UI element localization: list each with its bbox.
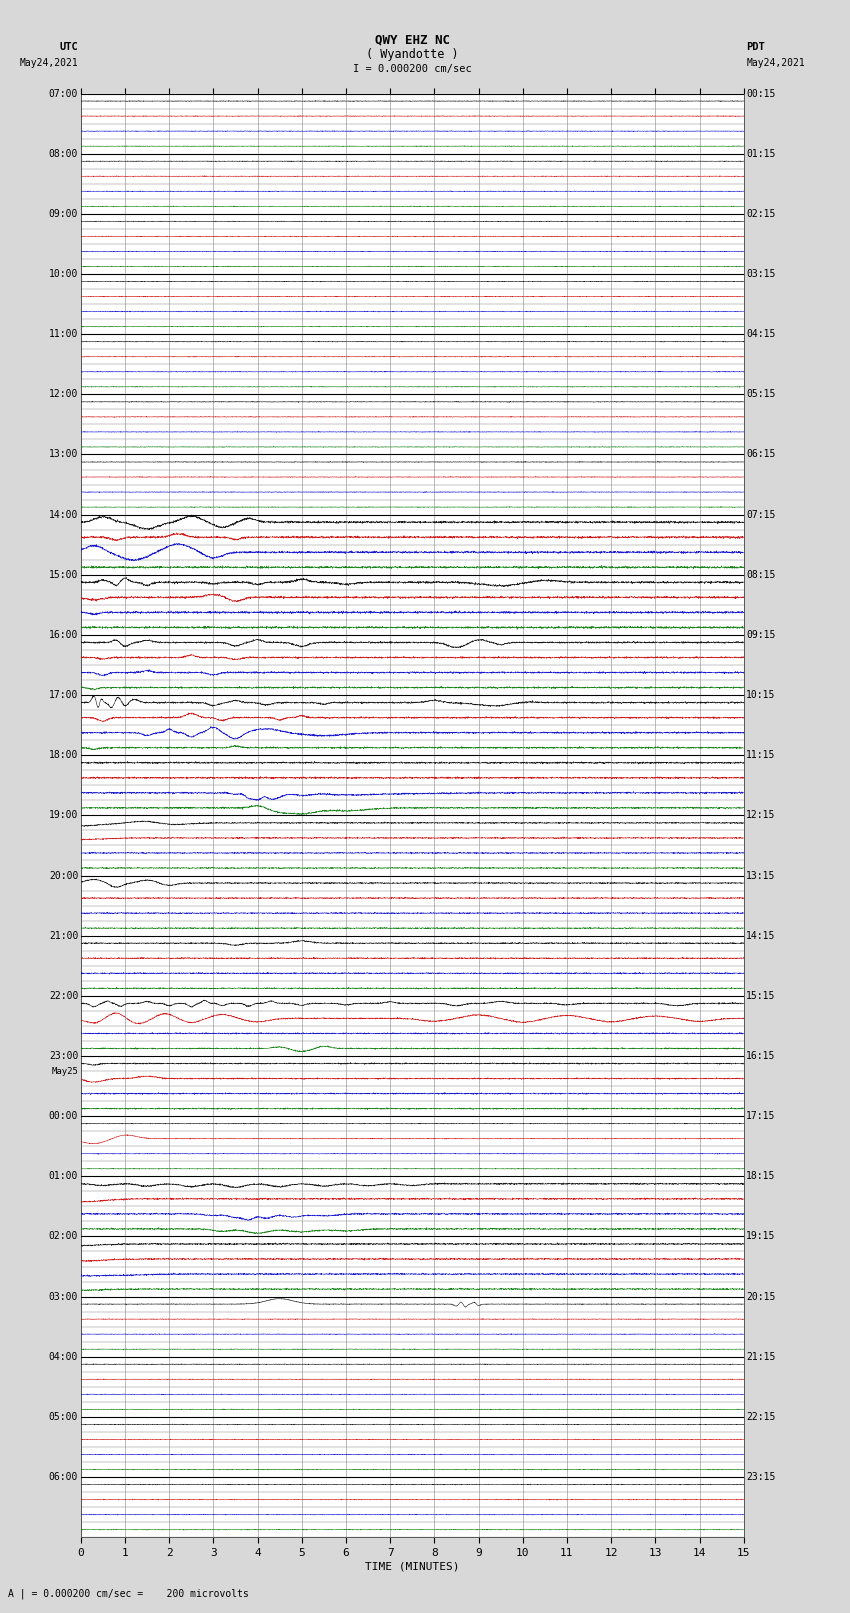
Text: 06:00: 06:00: [48, 1473, 78, 1482]
Text: 08:15: 08:15: [746, 569, 776, 579]
Text: A | = 0.000200 cm/sec =    200 microvolts: A | = 0.000200 cm/sec = 200 microvolts: [8, 1589, 249, 1598]
Text: 00:00: 00:00: [48, 1111, 78, 1121]
Text: May24,2021: May24,2021: [746, 58, 805, 68]
Text: 20:00: 20:00: [48, 871, 78, 881]
Text: 21:15: 21:15: [746, 1352, 776, 1361]
Text: 00:15: 00:15: [746, 89, 776, 98]
Text: 11:15: 11:15: [746, 750, 776, 760]
Text: 14:15: 14:15: [746, 931, 776, 940]
Text: 10:15: 10:15: [746, 690, 776, 700]
Text: 01:00: 01:00: [48, 1171, 78, 1181]
Text: 01:15: 01:15: [746, 148, 776, 158]
Text: 16:15: 16:15: [746, 1052, 776, 1061]
Text: May24,2021: May24,2021: [20, 58, 78, 68]
Text: 02:15: 02:15: [746, 208, 776, 219]
Text: 04:15: 04:15: [746, 329, 776, 339]
Text: I = 0.000200 cm/sec: I = 0.000200 cm/sec: [353, 65, 472, 74]
Text: 03:00: 03:00: [48, 1292, 78, 1302]
Text: 19:15: 19:15: [746, 1231, 776, 1242]
Text: 22:00: 22:00: [48, 990, 78, 1000]
Text: 14:00: 14:00: [48, 510, 78, 519]
Text: 15:00: 15:00: [48, 569, 78, 579]
Text: 06:15: 06:15: [746, 450, 776, 460]
Text: 05:15: 05:15: [746, 389, 776, 400]
Text: 12:00: 12:00: [48, 389, 78, 400]
Text: 10:00: 10:00: [48, 269, 78, 279]
Text: 13:15: 13:15: [746, 871, 776, 881]
Text: 20:15: 20:15: [746, 1292, 776, 1302]
Text: 08:00: 08:00: [48, 148, 78, 158]
Text: 09:15: 09:15: [746, 631, 776, 640]
Text: 12:15: 12:15: [746, 810, 776, 821]
X-axis label: TIME (MINUTES): TIME (MINUTES): [365, 1561, 460, 1571]
Text: 07:00: 07:00: [48, 89, 78, 98]
Text: 23:15: 23:15: [746, 1473, 776, 1482]
Text: 04:00: 04:00: [48, 1352, 78, 1361]
Text: 07:15: 07:15: [746, 510, 776, 519]
Text: 16:00: 16:00: [48, 631, 78, 640]
Text: 18:15: 18:15: [746, 1171, 776, 1181]
Text: 02:00: 02:00: [48, 1231, 78, 1242]
Text: 13:00: 13:00: [48, 450, 78, 460]
Text: 19:00: 19:00: [48, 810, 78, 821]
Text: ( Wyandotte ): ( Wyandotte ): [366, 48, 458, 61]
Text: PDT: PDT: [746, 42, 765, 52]
Text: 11:00: 11:00: [48, 329, 78, 339]
Text: 15:15: 15:15: [746, 990, 776, 1000]
Text: UTC: UTC: [60, 42, 78, 52]
Text: 03:15: 03:15: [746, 269, 776, 279]
Text: 05:00: 05:00: [48, 1411, 78, 1423]
Text: 22:15: 22:15: [746, 1411, 776, 1423]
Text: 18:00: 18:00: [48, 750, 78, 760]
Text: 09:00: 09:00: [48, 208, 78, 219]
Text: 21:00: 21:00: [48, 931, 78, 940]
Text: 17:00: 17:00: [48, 690, 78, 700]
Text: May25: May25: [51, 1066, 78, 1076]
Text: QWY EHZ NC: QWY EHZ NC: [375, 34, 450, 47]
Text: 17:15: 17:15: [746, 1111, 776, 1121]
Text: 23:00: 23:00: [48, 1052, 78, 1061]
